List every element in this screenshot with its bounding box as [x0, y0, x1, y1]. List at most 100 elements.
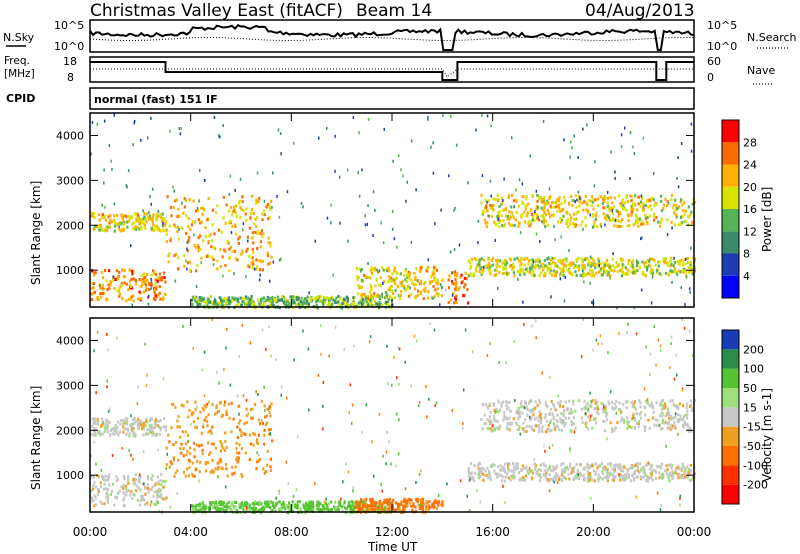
- velocity-panel-cell: [691, 409, 694, 412]
- power-panel-cell: [496, 215, 499, 219]
- power-panel-cell: [659, 220, 662, 224]
- velocity-panel-cell: [264, 470, 267, 473]
- velocity-panel-cell: [106, 430, 110, 434]
- velocity-panel-cell: [574, 426, 577, 430]
- power-panel-cell: [99, 284, 101, 287]
- power-panel-cell: [371, 267, 374, 271]
- velocity-panel-cell: [294, 505, 297, 509]
- velocity-panel-cell: [349, 383, 352, 387]
- velocity-panel-cell: [201, 368, 204, 372]
- velocity-panel-cell: [523, 406, 526, 410]
- power-panel-cell: [219, 248, 222, 252]
- power-panel-cell: [196, 209, 200, 213]
- power-panel-cell: [575, 273, 578, 277]
- velocity-panel-cell: [419, 498, 423, 502]
- velocity-panel-cell: [507, 427, 510, 431]
- power-panel-cell: [230, 231, 233, 235]
- power-panel-cell: [352, 301, 355, 305]
- velocity-panel-cell: [198, 470, 201, 474]
- velocity-panel-cell: [238, 505, 241, 509]
- power-panel-cell: [214, 297, 216, 301]
- velocity-panel-cell: [551, 468, 554, 472]
- power-panel-cell: [685, 275, 688, 279]
- velocity-panel-cell: [99, 425, 103, 428]
- power-panel-cell: [255, 267, 258, 271]
- velocity-panel-cell: [597, 473, 600, 477]
- power-panel-cell: [133, 226, 136, 230]
- power-panel-cell: [630, 204, 633, 208]
- velocity-panel-cell: [322, 381, 325, 384]
- velocity-panel-cell: [168, 440, 171, 444]
- velocity-panel-cell: [509, 423, 512, 426]
- power-panel-cell: [670, 193, 673, 197]
- power-panel-cell: [621, 207, 624, 211]
- velocity-panel-cell: [238, 451, 241, 455]
- velocity-panel-cell: [218, 459, 221, 463]
- velocity-panel-cell: [645, 463, 648, 467]
- power-panel-cell: [489, 206, 492, 210]
- velocity-panel-cell: [512, 417, 515, 421]
- velocity-panel-cell: [633, 417, 636, 420]
- velocity-panel-cell: [533, 457, 536, 461]
- power-panel-cell: [637, 220, 640, 224]
- power-panel-cell: [521, 182, 524, 186]
- velocity-panel-cell: [266, 407, 269, 411]
- power-panel-cell: [357, 304, 360, 307]
- freq-tick-bottom: 8: [67, 71, 74, 84]
- velocity-panel-cell: [619, 478, 622, 482]
- velocity-panel-cell: [123, 492, 126, 496]
- power-panel-cell: [187, 217, 190, 220]
- power-panel-cell: [610, 269, 613, 272]
- power-panel-cell: [234, 188, 236, 192]
- power-panel-cell: [632, 145, 634, 149]
- power-panel-cell: [653, 212, 656, 216]
- power-panel-cell: [676, 272, 679, 276]
- power-panel-cell: [454, 206, 456, 210]
- power-panel-cell: [391, 227, 394, 231]
- power-panel-cell: [143, 280, 146, 284]
- velocity-panel-cell: [689, 479, 692, 483]
- velocity-panel-cell: [302, 505, 306, 509]
- velocity-panel-cell: [530, 425, 533, 429]
- power-panel-cell: [196, 243, 199, 247]
- power-panel-cell: [220, 230, 223, 234]
- velocity-panel-cell: [275, 503, 278, 507]
- power-panel-cell: [367, 303, 370, 307]
- power-panel-cell: [566, 211, 569, 215]
- power-panel-cell: [492, 203, 495, 207]
- velocity-panel-cell: [207, 430, 210, 434]
- velocity-panel-cell: [575, 462, 578, 466]
- power-panel-cell: [222, 297, 225, 301]
- power-panel-cell: [402, 174, 404, 178]
- velocity-panel-cell: [514, 399, 516, 403]
- power-panel-cell: [92, 286, 95, 290]
- velocity-panel-cell: [186, 449, 189, 453]
- power-panel-cell: [519, 267, 522, 271]
- velocity-panel-cell: [596, 404, 599, 408]
- power-panel-cell: [206, 218, 209, 222]
- power-panel-cell: [470, 265, 473, 268]
- velocity-panel-cell: [441, 504, 444, 508]
- power-panel-cell: [297, 296, 300, 300]
- velocity-panel-cell: [108, 473, 111, 477]
- power-panel-cell: [678, 259, 681, 263]
- velocity-panel-cell: [133, 421, 136, 425]
- velocity-panel-cell: [255, 390, 257, 394]
- power-panel-cell: [308, 291, 310, 295]
- velocity-panel-cell: [185, 467, 189, 471]
- power-panel-cell: [549, 269, 552, 273]
- power-panel-cell: [111, 167, 113, 171]
- power-panel-cell: [209, 300, 212, 304]
- power-panel-cell: [592, 198, 595, 202]
- power-panel-cell: [151, 217, 154, 221]
- velocity-panel-cell: [660, 399, 663, 403]
- velocity-panel-cell: [344, 509, 348, 512]
- velocity-panel-cell: [613, 470, 616, 474]
- velocity-panel-cell: [161, 497, 165, 501]
- power-panel-cell: [361, 297, 364, 301]
- power-panel-cell: [280, 152, 282, 156]
- velocity-panel-cell: [568, 477, 571, 481]
- velocity-panel-cell: [127, 489, 130, 493]
- power-panel-cell: [120, 229, 123, 233]
